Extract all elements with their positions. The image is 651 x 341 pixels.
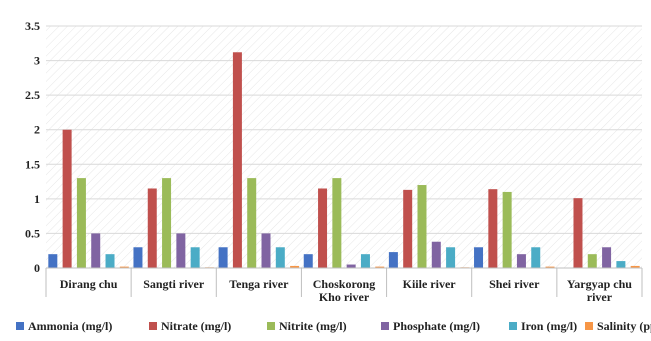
y-tick-label: 2.5 xyxy=(25,88,40,102)
bar xyxy=(147,188,157,268)
legend-swatch xyxy=(509,322,517,330)
bar xyxy=(303,254,313,268)
y-tick-label: 0.5 xyxy=(25,226,40,240)
bar xyxy=(190,247,200,268)
y-tick-label: 3.5 xyxy=(25,19,40,33)
bar xyxy=(232,52,242,268)
bars xyxy=(48,52,640,268)
bar xyxy=(119,266,129,268)
legend-swatch xyxy=(267,322,275,330)
y-axis-tick-labels: 0 0.5 1 1.5 2 2.5 3 3.5 xyxy=(25,19,40,275)
x-category-label: Shei river xyxy=(489,277,540,291)
bar xyxy=(388,252,398,268)
x-category-label: Sangti river xyxy=(143,277,205,291)
plot-area-background xyxy=(46,26,642,268)
bar xyxy=(474,247,484,268)
y-tick-label: 0 xyxy=(34,261,40,275)
bar xyxy=(133,247,143,268)
x-category-label: Yargyap chu xyxy=(567,277,632,291)
bar xyxy=(375,266,385,268)
bar xyxy=(218,247,228,268)
x-category-label: river xyxy=(587,290,613,304)
bar xyxy=(76,178,86,268)
bar xyxy=(516,254,526,268)
bar xyxy=(162,178,172,268)
bar xyxy=(275,247,285,268)
legend-swatch xyxy=(585,322,593,330)
bar xyxy=(502,191,512,268)
bar xyxy=(573,198,583,268)
legend-label: Nitrite (mg/l) xyxy=(279,319,347,333)
bar xyxy=(346,264,356,268)
bar xyxy=(62,129,72,268)
bar xyxy=(48,254,58,268)
x-category-label: Kiile river xyxy=(403,277,457,291)
bar xyxy=(332,178,342,268)
bar xyxy=(545,266,555,268)
bar xyxy=(105,254,115,268)
bar xyxy=(587,254,597,268)
bar xyxy=(602,247,612,268)
x-axis-category-labels: Dirang chu Sangti river Tenga river Choskor… xyxy=(60,277,633,304)
x-category-label: Choskorong xyxy=(313,277,375,291)
category-separators xyxy=(45,268,643,297)
legend-label: Phosphate (mg/l) xyxy=(393,319,480,333)
y-tick-label: 2 xyxy=(34,123,40,137)
legend-label: Ammonia (mg/l) xyxy=(28,319,112,333)
x-category-label: Kho river xyxy=(319,290,370,304)
bar xyxy=(488,189,498,268)
legend-swatch xyxy=(16,322,24,330)
bar xyxy=(403,189,413,268)
bar xyxy=(431,241,441,268)
bar xyxy=(417,185,427,268)
legend-swatch xyxy=(149,322,157,330)
bar xyxy=(360,254,370,268)
bar xyxy=(261,233,271,268)
x-category-label: Tenga river xyxy=(229,277,289,291)
x-category-label: Dirang chu xyxy=(60,277,118,291)
bar xyxy=(176,233,186,268)
legend: Ammonia (mg/l) Nitrate (mg/l) Nitrite (mg/… xyxy=(16,319,651,333)
bar xyxy=(531,247,541,268)
legend-swatch xyxy=(381,322,389,330)
bar xyxy=(630,265,640,268)
legend-label: Salinity (ppt) xyxy=(597,319,651,333)
bar xyxy=(91,233,101,268)
y-tick-label: 3 xyxy=(34,54,40,68)
y-tick-label: 1.5 xyxy=(25,157,40,171)
legend-label: Nitrate (mg/l) xyxy=(161,319,231,333)
bar xyxy=(247,178,257,268)
gridlines xyxy=(46,25,642,234)
y-tick-label: 1 xyxy=(34,192,40,206)
bar xyxy=(290,265,300,268)
legend-label: Iron (mg/l) xyxy=(521,319,577,333)
bar xyxy=(446,247,456,268)
bar xyxy=(318,188,328,268)
bar xyxy=(616,261,626,268)
